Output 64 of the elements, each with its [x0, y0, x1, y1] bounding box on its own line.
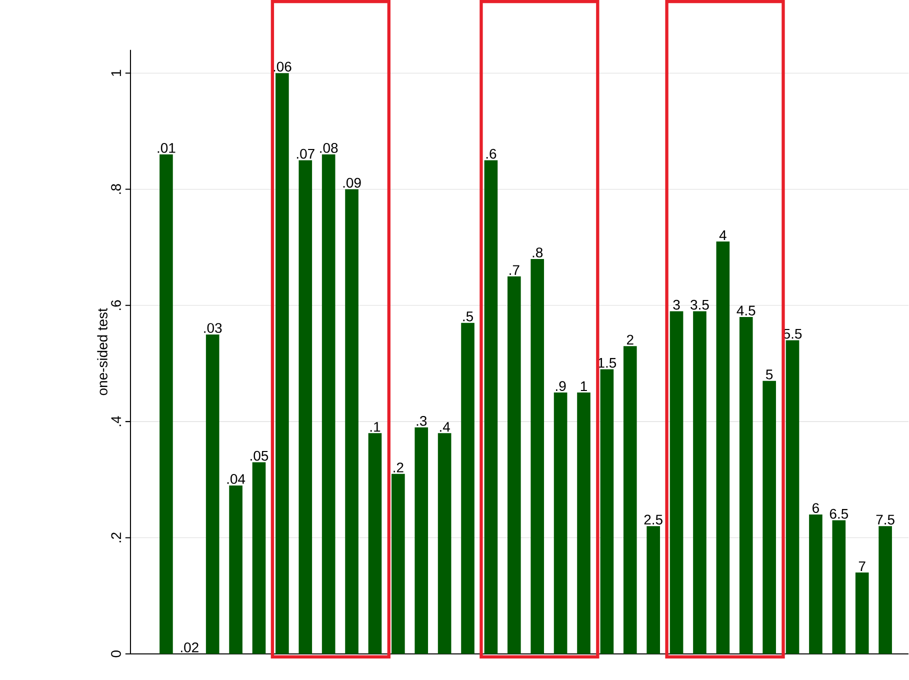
x-tick-label: 6 — [812, 503, 819, 513]
x-tick-label: 1.5 — [598, 358, 616, 368]
x-tick-label: .1 — [370, 422, 380, 432]
bar — [368, 433, 382, 654]
bar — [438, 433, 452, 654]
bar — [762, 380, 776, 654]
x-tick-label: .9 — [556, 381, 566, 392]
x-tick-label: .07 — [296, 148, 314, 159]
x-tick-label: .05 — [250, 450, 268, 461]
bar — [160, 154, 173, 654]
x-tick-label: 4.5 — [736, 306, 756, 316]
bar — [716, 242, 730, 654]
bar — [298, 160, 312, 654]
x-tick-label: 5 — [766, 370, 773, 380]
bar — [414, 427, 428, 654]
x-tick-label: 3.5 — [690, 300, 709, 310]
x-tick-label: 6.5 — [830, 508, 848, 519]
bar — [739, 317, 753, 654]
bar — [623, 346, 637, 654]
bar — [878, 526, 892, 654]
bar — [855, 572, 869, 654]
x-tick-label: .5 — [463, 312, 473, 322]
bar — [693, 311, 706, 654]
bar — [786, 340, 800, 654]
bar — [392, 474, 405, 654]
x-tick-label: .09 — [343, 178, 361, 188]
y-tick-label: 1 — [111, 70, 121, 76]
bar — [252, 462, 266, 654]
x-tick-label: 7 — [858, 561, 866, 572]
x-tick-label: .02 — [180, 642, 198, 652]
bar — [600, 369, 614, 654]
x-tick-label: .3 — [416, 416, 427, 426]
x-tick-label: .01 — [158, 143, 176, 153]
x-tick-label: .7 — [510, 265, 520, 275]
bar — [345, 189, 358, 654]
x-tick-label: 4 — [719, 230, 726, 240]
bar — [276, 73, 289, 654]
bar — [577, 392, 590, 654]
bar — [809, 514, 822, 654]
y-axis-title: one-sided test — [97, 308, 108, 396]
x-tick-label: 7.5 — [876, 514, 894, 525]
x-tick-label: 3 — [673, 300, 680, 310]
x-tick-label: .08 — [320, 143, 338, 153]
x-tick-label: .04 — [227, 474, 246, 484]
bar — [832, 520, 846, 654]
y-tick-label: .2 — [111, 532, 121, 542]
y-tick-label: .8 — [111, 184, 121, 194]
bar — [646, 526, 660, 654]
x-tick-label: .4 — [440, 422, 450, 432]
x-tick-label: .06 — [274, 62, 292, 72]
bar — [484, 160, 498, 654]
bar — [670, 311, 684, 654]
x-tick-label: .6 — [486, 148, 496, 159]
x-tick-label: .03 — [204, 323, 222, 333]
bar — [206, 334, 220, 654]
bar — [554, 392, 568, 654]
bar — [530, 258, 544, 654]
bar — [229, 485, 242, 654]
x-tick-label: 2 — [626, 334, 634, 345]
bar — [461, 322, 474, 654]
x-tick-label: 2.5 — [644, 514, 662, 525]
y-tick-label: 0 — [111, 650, 121, 658]
bar — [322, 154, 336, 654]
bar — [508, 276, 521, 654]
